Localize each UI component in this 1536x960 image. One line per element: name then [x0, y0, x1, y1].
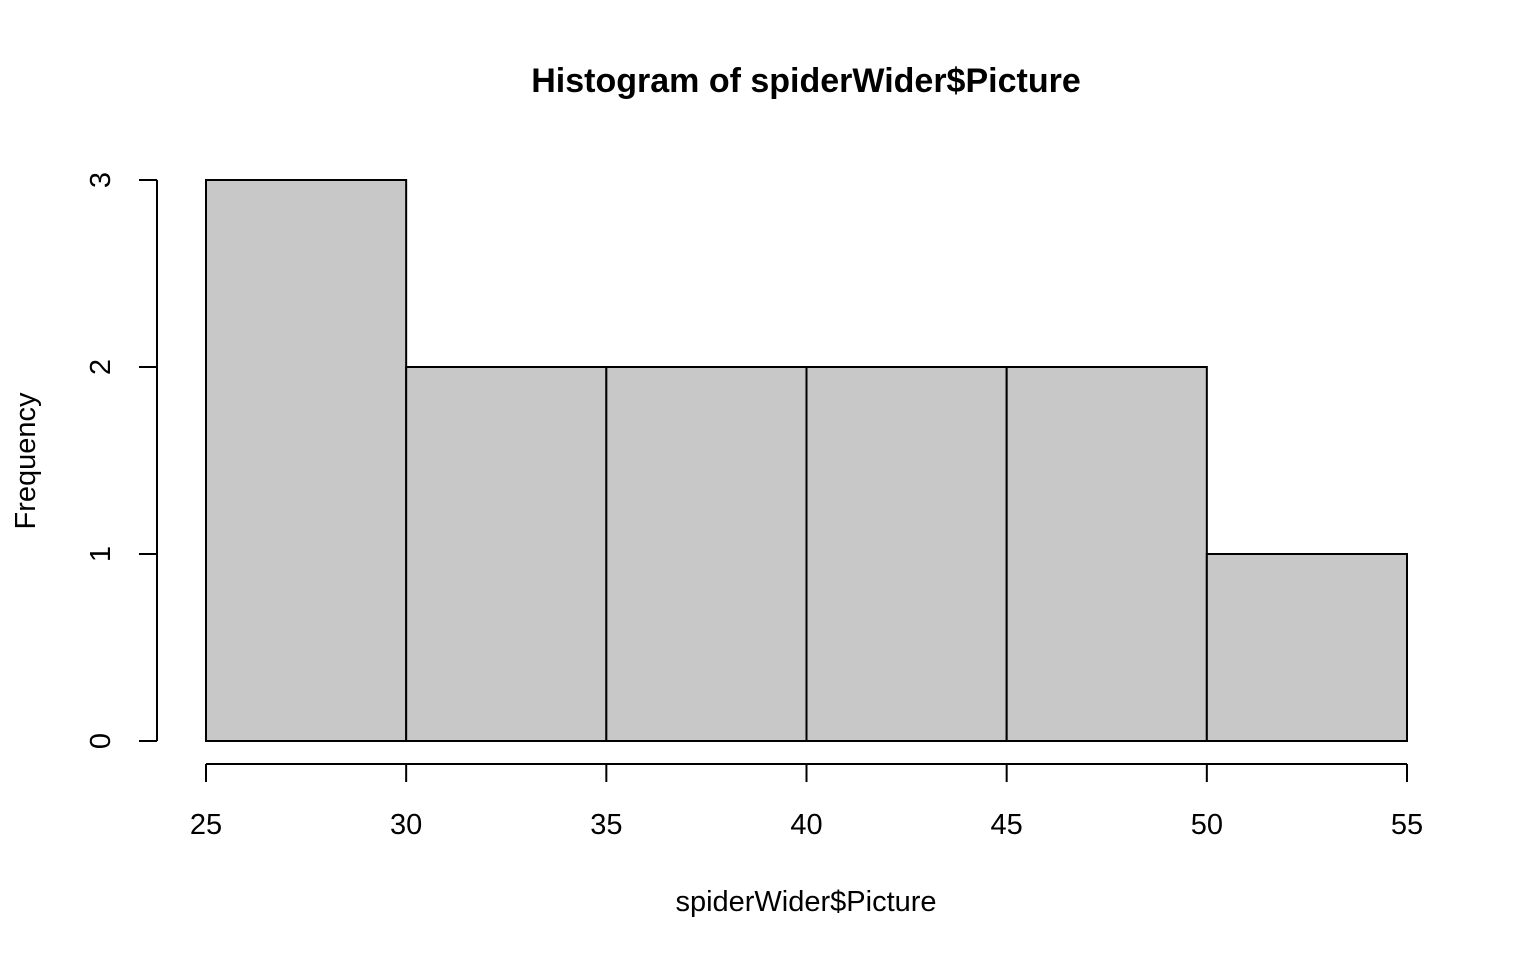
bars-group	[205, 179, 1409, 742]
chart-title: Histogram of spiderWider$Picture	[531, 62, 1080, 100]
x-axis-label: spiderWider$Picture	[675, 886, 936, 918]
x-tick-label: 35	[590, 809, 622, 841]
y-tick-label: 1	[85, 546, 117, 562]
histogram-bar-3	[605, 366, 808, 742]
histogram-bar-1	[205, 179, 408, 742]
histogram-bar-2	[405, 366, 608, 742]
histogram-bar-4	[805, 366, 1008, 742]
y-tick-label: 3	[85, 172, 117, 188]
histogram-bar-5	[1005, 366, 1208, 742]
y-axis-label: Frequency	[10, 392, 42, 530]
x-axis: 25 30 35 40 45 50 55	[190, 763, 1423, 841]
y-tick-label: 2	[85, 359, 117, 375]
x-tick-label: 40	[790, 809, 822, 841]
x-tick-label: 30	[390, 809, 422, 841]
x-tick-label: 50	[1191, 809, 1223, 841]
x-tick-label: 45	[991, 809, 1023, 841]
x-tick-label: 55	[1391, 809, 1423, 841]
y-axis: 0 1 2 3	[85, 172, 158, 749]
x-tick-label: 25	[190, 809, 222, 841]
histogram-bar-6	[1205, 553, 1409, 742]
y-tick-label: 0	[85, 733, 117, 749]
